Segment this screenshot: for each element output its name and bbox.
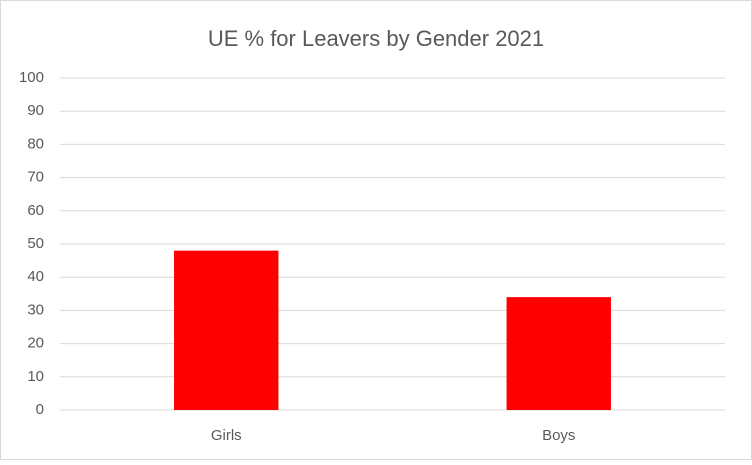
y-tick-label: 0 [36,401,44,418]
y-tick-label: 60 [27,202,44,219]
chart-title: UE % for Leavers by Gender 2021 [208,26,544,51]
y-tick-label: 90 [27,102,44,119]
y-tick-label: 70 [27,169,44,186]
y-tick-label: 80 [27,135,44,152]
bar [174,250,279,410]
y-tick-label: 50 [27,235,44,252]
y-tick-label: 100 [19,69,44,86]
y-tick-label: 20 [27,335,44,352]
y-tick-label: 30 [27,301,44,318]
y-tick-label: 10 [27,368,44,385]
bar [506,297,611,410]
x-tick-label: Boys [542,427,575,444]
y-tick-label: 40 [27,268,44,285]
x-tick-label: Girls [211,427,242,444]
